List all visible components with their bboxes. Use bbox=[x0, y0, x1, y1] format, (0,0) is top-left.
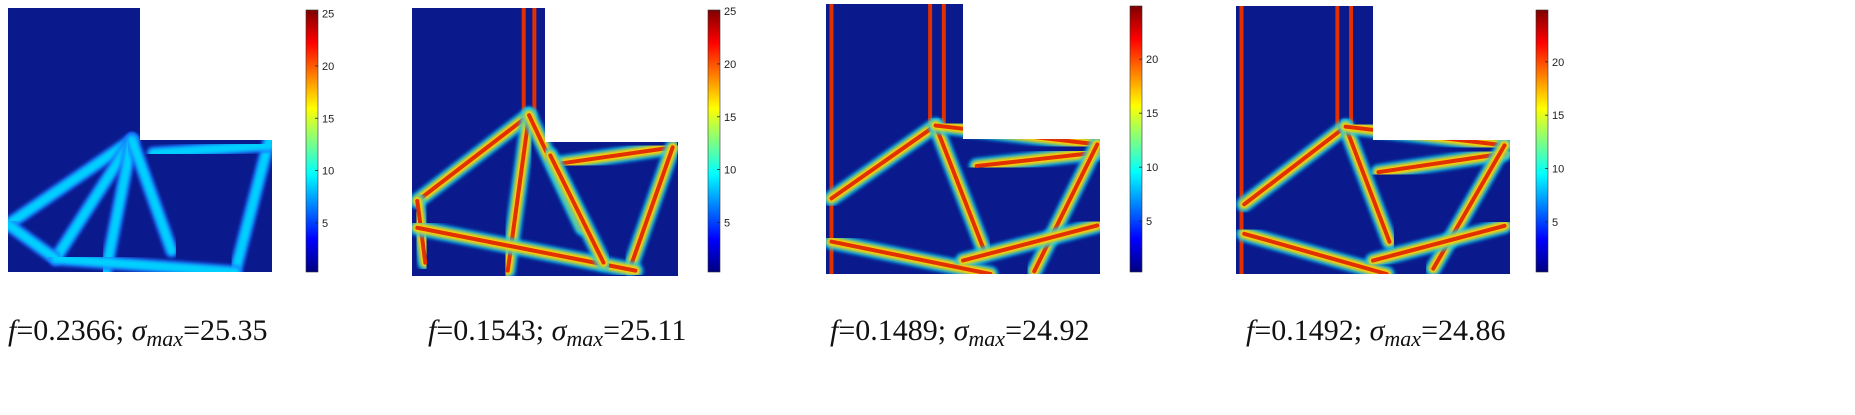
caption-f-value: =0.1492; bbox=[1254, 314, 1369, 347]
caption-sigma-value: =24.92 bbox=[1005, 314, 1089, 347]
caption-sigma-symbol: σ bbox=[954, 314, 970, 347]
panel-caption: f=0.1492; σmax=24.86 bbox=[1246, 314, 1505, 351]
colorbar-tick-label: 20 bbox=[1552, 57, 1564, 69]
caption-sigma-value: =24.86 bbox=[1421, 314, 1505, 347]
caption-f-value: =0.1489; bbox=[838, 314, 953, 347]
strut-core bbox=[974, 150, 1100, 168]
stress-struts bbox=[826, 4, 1100, 274]
colorbar-tick-label: 20 bbox=[1146, 54, 1158, 66]
strut-core bbox=[1371, 223, 1507, 263]
panel-caption: f=0.1543; σmax=25.11 bbox=[428, 314, 686, 351]
strut bbox=[8, 135, 137, 229]
strut-core bbox=[829, 123, 938, 201]
caption-sigma-symbol: σ bbox=[1370, 314, 1386, 347]
strut-core bbox=[829, 239, 993, 274]
caption-sigma-value: =25.35 bbox=[183, 314, 267, 347]
strut bbox=[51, 135, 137, 264]
colorbar-tick-label: 25 bbox=[322, 9, 334, 21]
strut-core bbox=[548, 153, 606, 265]
caption-f-value: =0.2366; bbox=[16, 314, 131, 347]
strut-core bbox=[1242, 231, 1389, 274]
colorbar-tick-label: 10 bbox=[322, 166, 334, 178]
colorbar-tick-label: 25 bbox=[724, 6, 736, 18]
colorbar-tick-label: 15 bbox=[724, 112, 736, 124]
colorbar-tick-label: 15 bbox=[322, 113, 334, 125]
colorbar-tick-label: 10 bbox=[724, 165, 736, 177]
strut-core bbox=[1242, 124, 1348, 207]
caption-sigma-subscript: max bbox=[146, 326, 183, 351]
caption-sigma-subscript: max bbox=[566, 326, 603, 351]
strut bbox=[8, 219, 61, 264]
colorbar-tick-label: 10 bbox=[1552, 164, 1564, 176]
stress-struts bbox=[8, 8, 272, 272]
panel-1: 5 10 15 20 25 f=0.2366; σmax=25.35 bbox=[8, 8, 334, 351]
colorbar-tick-label: 5 bbox=[724, 217, 730, 229]
strut-core bbox=[415, 113, 532, 203]
colorbar-tick-label: 5 bbox=[322, 218, 328, 230]
strut bbox=[101, 135, 137, 272]
strut bbox=[148, 140, 272, 158]
strut-core bbox=[1376, 151, 1507, 175]
strut bbox=[127, 135, 177, 256]
stress-struts bbox=[1236, 6, 1510, 274]
caption-sigma-symbol: σ bbox=[132, 314, 148, 347]
caption-sigma-subscript: max bbox=[968, 326, 1005, 351]
colorbar bbox=[1129, 5, 1143, 273]
strut-core bbox=[628, 145, 675, 270]
strut bbox=[51, 254, 240, 272]
colorbar-tick-label: 15 bbox=[1552, 110, 1564, 122]
colorbar-tick-label: 20 bbox=[322, 61, 334, 73]
colorbar bbox=[305, 9, 319, 273]
strut-core bbox=[961, 223, 1100, 263]
caption-sigma-value: =25.11 bbox=[603, 314, 686, 347]
stress-struts bbox=[412, 8, 678, 276]
strut-core bbox=[558, 145, 675, 166]
colorbar-tick-label: 20 bbox=[724, 59, 736, 71]
caption-sigma-symbol: σ bbox=[552, 314, 568, 347]
panel-3: 5 10 15 20 f=0.1489; σmax=24.92 bbox=[826, 4, 1158, 351]
panel-2: 5 10 15 20 25 f=0.1543; σmax=25.11 bbox=[412, 6, 736, 351]
strut-core bbox=[933, 123, 987, 255]
colorbar-tick-label: 15 bbox=[1146, 108, 1158, 120]
colorbar bbox=[707, 9, 721, 273]
design-domain bbox=[826, 4, 1100, 274]
colorbar bbox=[1535, 9, 1549, 273]
design-domain bbox=[1236, 6, 1510, 274]
colorbar-tick-label: 10 bbox=[1146, 162, 1158, 174]
strut bbox=[230, 135, 272, 272]
colorbar-tick-label: 5 bbox=[1146, 216, 1152, 228]
strut-core bbox=[1343, 124, 1392, 244]
strut-core bbox=[1032, 142, 1100, 274]
panel-4: 5 10 15 20 f=0.1492; σmax=24.86 bbox=[1236, 6, 1564, 351]
panel-caption: f=0.1489; σmax=24.92 bbox=[830, 314, 1089, 351]
colorbar-tick-label: 5 bbox=[1552, 217, 1558, 229]
panel-caption: f=0.2366; σmax=25.35 bbox=[8, 314, 267, 351]
caption-sigma-subscript: max bbox=[1384, 326, 1421, 351]
caption-f-value: =0.1543; bbox=[436, 314, 551, 347]
